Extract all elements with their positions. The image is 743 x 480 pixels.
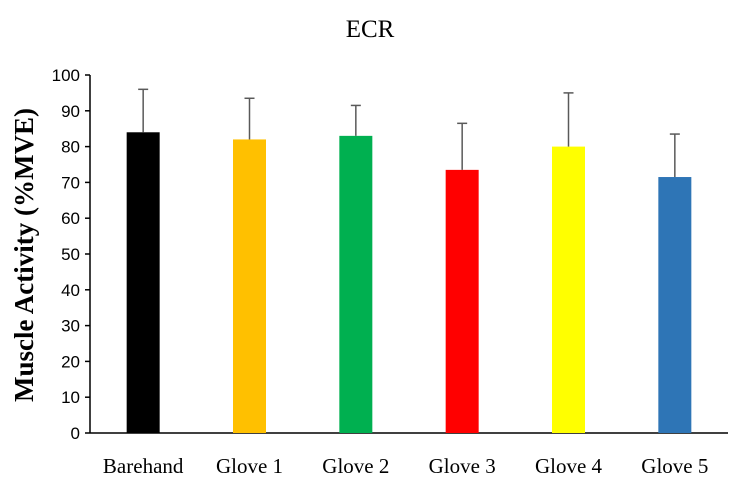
y-axis-label: Muscle Activity (%MVE): [9, 108, 39, 402]
x-tick-label: Glove 2: [322, 454, 389, 478]
y-tick-label: 60: [61, 209, 80, 228]
y-tick-label: 0: [71, 424, 80, 443]
y-tick-label: 40: [61, 281, 80, 300]
y-tick-label: 70: [61, 173, 80, 192]
bar: [233, 139, 266, 433]
y-tick-label: 10: [61, 388, 80, 407]
x-tick-label: Barehand: [103, 454, 184, 478]
y-tick-label: 30: [61, 317, 80, 336]
bar: [658, 177, 692, 433]
x-tick-label: Glove 3: [429, 454, 496, 478]
bar: [552, 146, 585, 433]
x-axis-tick-labels: Barehand Glove 1 Glove 2 Glove 3 Glove 4 Glov…: [103, 454, 708, 478]
bars: [126, 132, 692, 434]
chart-title: ECR: [346, 16, 395, 43]
bar: [445, 169, 479, 433]
x-tick-label: Glove 1: [216, 454, 283, 478]
y-tick-label: 100: [52, 66, 80, 85]
x-tick-label: Glove 5: [641, 454, 708, 478]
y-tick-label: 90: [61, 102, 80, 121]
y-axis-ticks: 0 10 20 30 40 50 60 70 80 90 100: [52, 66, 90, 443]
y-tick-label: 50: [61, 245, 80, 264]
y-tick-label: 80: [61, 138, 80, 157]
bar: [339, 135, 373, 434]
x-tick-label: Glove 4: [535, 454, 603, 478]
y-tick-label: 20: [61, 352, 80, 371]
bar: [126, 132, 160, 433]
error-bars: [138, 88, 680, 178]
